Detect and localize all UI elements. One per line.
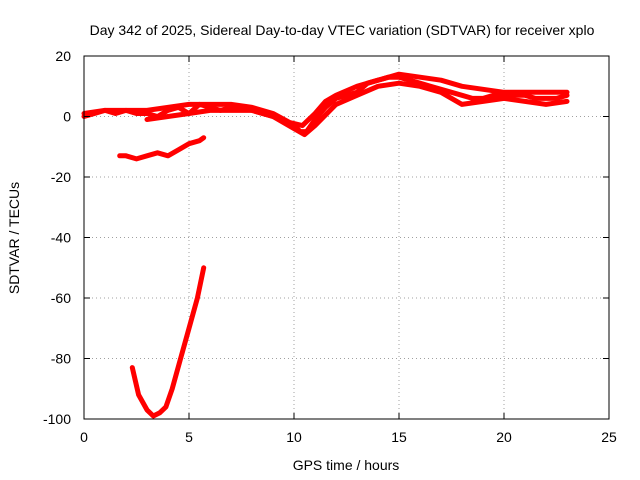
y-tick-label: -60	[51, 290, 71, 306]
y-tick-label: -40	[51, 230, 71, 246]
x-tick-label: 25	[601, 429, 617, 445]
series-line-segment-dip	[129, 265, 207, 419]
x-tick-label: 10	[286, 429, 302, 445]
ticks	[83, 55, 610, 420]
x-tick-label: 15	[391, 429, 407, 445]
series-layer	[81, 71, 570, 419]
series-line-main	[81, 74, 570, 135]
series-line-lower-band	[144, 80, 570, 138]
x-tick-label: 20	[496, 429, 512, 445]
y-tick-label: -20	[51, 169, 71, 185]
x-tick-label: 5	[185, 429, 193, 445]
series-line-segment-mid	[117, 135, 207, 162]
tick-labels: 0 5 10 15 20 25 20 0 -20 -40 -60 -80 -100	[43, 48, 617, 445]
x-axis-label: GPS time / hours	[293, 457, 400, 473]
x-tick-label: 0	[80, 429, 88, 445]
y-tick-label: -80	[51, 351, 71, 367]
y-tick-label: -100	[43, 411, 71, 427]
chart-title: Day 342 of 2025, Sidereal Day-to-day VTE…	[90, 22, 595, 38]
y-axis-label: SDTVAR / TECUs	[6, 182, 22, 294]
grid	[84, 56, 609, 419]
y-tick-label: 20	[55, 48, 71, 64]
series-line-upper-band	[81, 71, 570, 129]
y-tick-label: 0	[63, 109, 71, 125]
